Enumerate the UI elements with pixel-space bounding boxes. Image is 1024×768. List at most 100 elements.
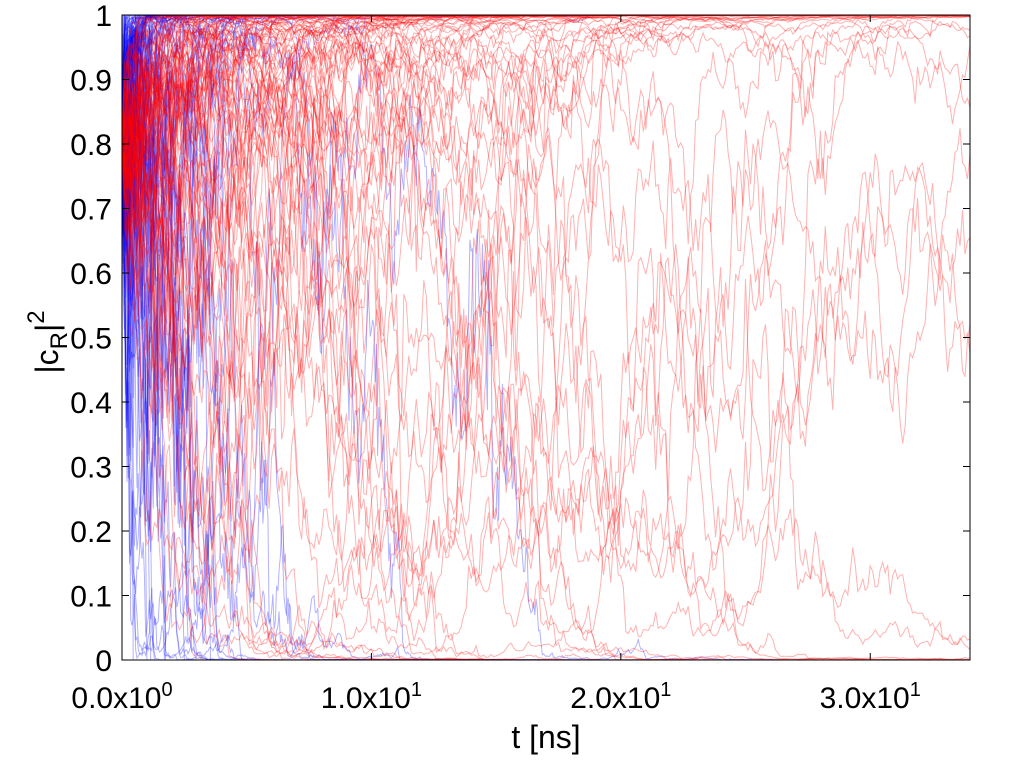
trajectory-line <box>122 126 970 660</box>
trajectory-line <box>122 15 970 251</box>
trajectory-line <box>122 15 970 232</box>
trajectory-line <box>122 15 970 163</box>
trajectory-line <box>122 48 970 444</box>
trajectory-line <box>122 15 970 358</box>
trajectory-line <box>122 15 970 414</box>
trajectory-line <box>122 15 970 201</box>
trajectory-line <box>122 15 970 161</box>
trajectory-line <box>122 85 970 660</box>
trajectory-line <box>122 15 970 290</box>
trajectory-line <box>122 15 970 344</box>
y-axis-label-base: |c <box>29 349 65 373</box>
trajectory-line <box>122 26 970 609</box>
y-tick-label: 0.1 <box>70 581 112 614</box>
trajectory-line <box>122 15 970 145</box>
trajectory-line <box>122 20 970 303</box>
trajectory-line <box>122 15 970 255</box>
trajectory-line <box>122 15 970 180</box>
trajectory-line <box>122 23 970 660</box>
trajectory-line <box>122 42 970 660</box>
trajectory-line <box>122 15 970 145</box>
trajectory-line <box>122 15 970 175</box>
trajectory-line <box>122 15 970 225</box>
trajectory-line <box>122 53 970 660</box>
trajectory-line <box>122 15 970 186</box>
trajectory-line <box>122 15 970 220</box>
trajectory-line <box>122 15 970 145</box>
trajectory-line <box>122 15 970 145</box>
trajectory-line <box>122 33 970 660</box>
trajectory-line <box>122 15 970 206</box>
trajectory-line <box>122 15 970 145</box>
trajectory-line <box>122 15 970 163</box>
trajectory-line <box>122 15 970 448</box>
trajectory-line <box>122 15 970 179</box>
trajectory-line <box>122 15 970 145</box>
trajectory-line <box>122 15 970 227</box>
trajectory-line <box>122 15 970 161</box>
trajectory-line <box>122 15 970 181</box>
y-axis-label-sub: R <box>46 332 73 349</box>
trajectory-line <box>122 15 970 599</box>
trajectory-line <box>122 15 970 594</box>
trajectory-line <box>122 15 970 145</box>
trajectory-line <box>122 15 970 145</box>
trajectory-line <box>122 15 970 271</box>
y-tick-label: 0.6 <box>70 258 112 291</box>
trajectory-line <box>122 15 970 146</box>
trajectory-line <box>122 15 970 194</box>
trajectory-line <box>122 15 970 433</box>
trajectory-line <box>122 15 970 190</box>
trajectory-line <box>122 15 970 330</box>
trajectory-line <box>122 15 970 192</box>
trajectory-line <box>122 15 970 153</box>
x-tick-mantissa: 2.0x10 <box>570 682 660 715</box>
trajectory-line <box>122 15 970 248</box>
trajectory-line <box>122 103 970 660</box>
x-tick-exponent: 1 <box>411 679 422 701</box>
trajectory-line <box>122 15 970 547</box>
trajectory-line <box>122 15 970 366</box>
y-tick-labels: 0 0.1 0.2 0.3 0.4 0.5 0.6 0.7 0.8 0.9 1 <box>70 0 112 678</box>
trajectory-line <box>122 15 970 218</box>
trajectory-line <box>122 15 970 277</box>
trajectory-line <box>122 15 970 145</box>
trajectory-line <box>122 15 970 145</box>
trajectory-line <box>122 15 970 238</box>
x-tick-mantissa: 0.0x10 <box>71 682 161 715</box>
trajectory-line <box>122 143 970 660</box>
trajectory-line <box>122 15 970 181</box>
y-tick-label: 0.4 <box>70 387 112 420</box>
y-tick-label: 0.5 <box>70 323 112 356</box>
trajectory-line <box>122 18 970 641</box>
trajectory-line <box>122 15 970 233</box>
trajectory-line <box>122 99 970 660</box>
trajectory-line <box>122 15 970 260</box>
trajectory-line <box>122 86 970 660</box>
trajectory-line <box>122 15 970 424</box>
trajectory-line <box>122 15 970 145</box>
trajectory-line <box>122 15 970 325</box>
trajectory-line <box>122 143 970 660</box>
trajectory-line <box>122 124 970 660</box>
trajectory-line <box>122 29 970 648</box>
x-tick-labels: 0.0x100 1.0x101 2.0x101 3.0x101 <box>71 679 920 715</box>
trajectory-line <box>122 15 970 145</box>
y-axis-label-close: | <box>29 324 65 332</box>
axis-ticks <box>121 14 970 661</box>
trajectory-line <box>122 15 970 277</box>
trajectory-line <box>122 15 970 225</box>
trajectory-line <box>122 15 970 201</box>
trajectory-line <box>122 15 970 145</box>
trajectory-line <box>122 15 970 214</box>
trajectory-line <box>122 15 970 283</box>
x-axis-label: t [ns] <box>511 719 580 755</box>
trajectory-line <box>122 15 970 242</box>
y-tick-label: 0 <box>95 645 112 678</box>
x-tick-mantissa: 1.0x10 <box>321 682 411 715</box>
trajectory-line <box>122 15 970 247</box>
trajectory-line <box>122 15 970 145</box>
y-tick-label: 0.9 <box>70 65 112 98</box>
y-tick-label: 0.7 <box>70 194 112 227</box>
